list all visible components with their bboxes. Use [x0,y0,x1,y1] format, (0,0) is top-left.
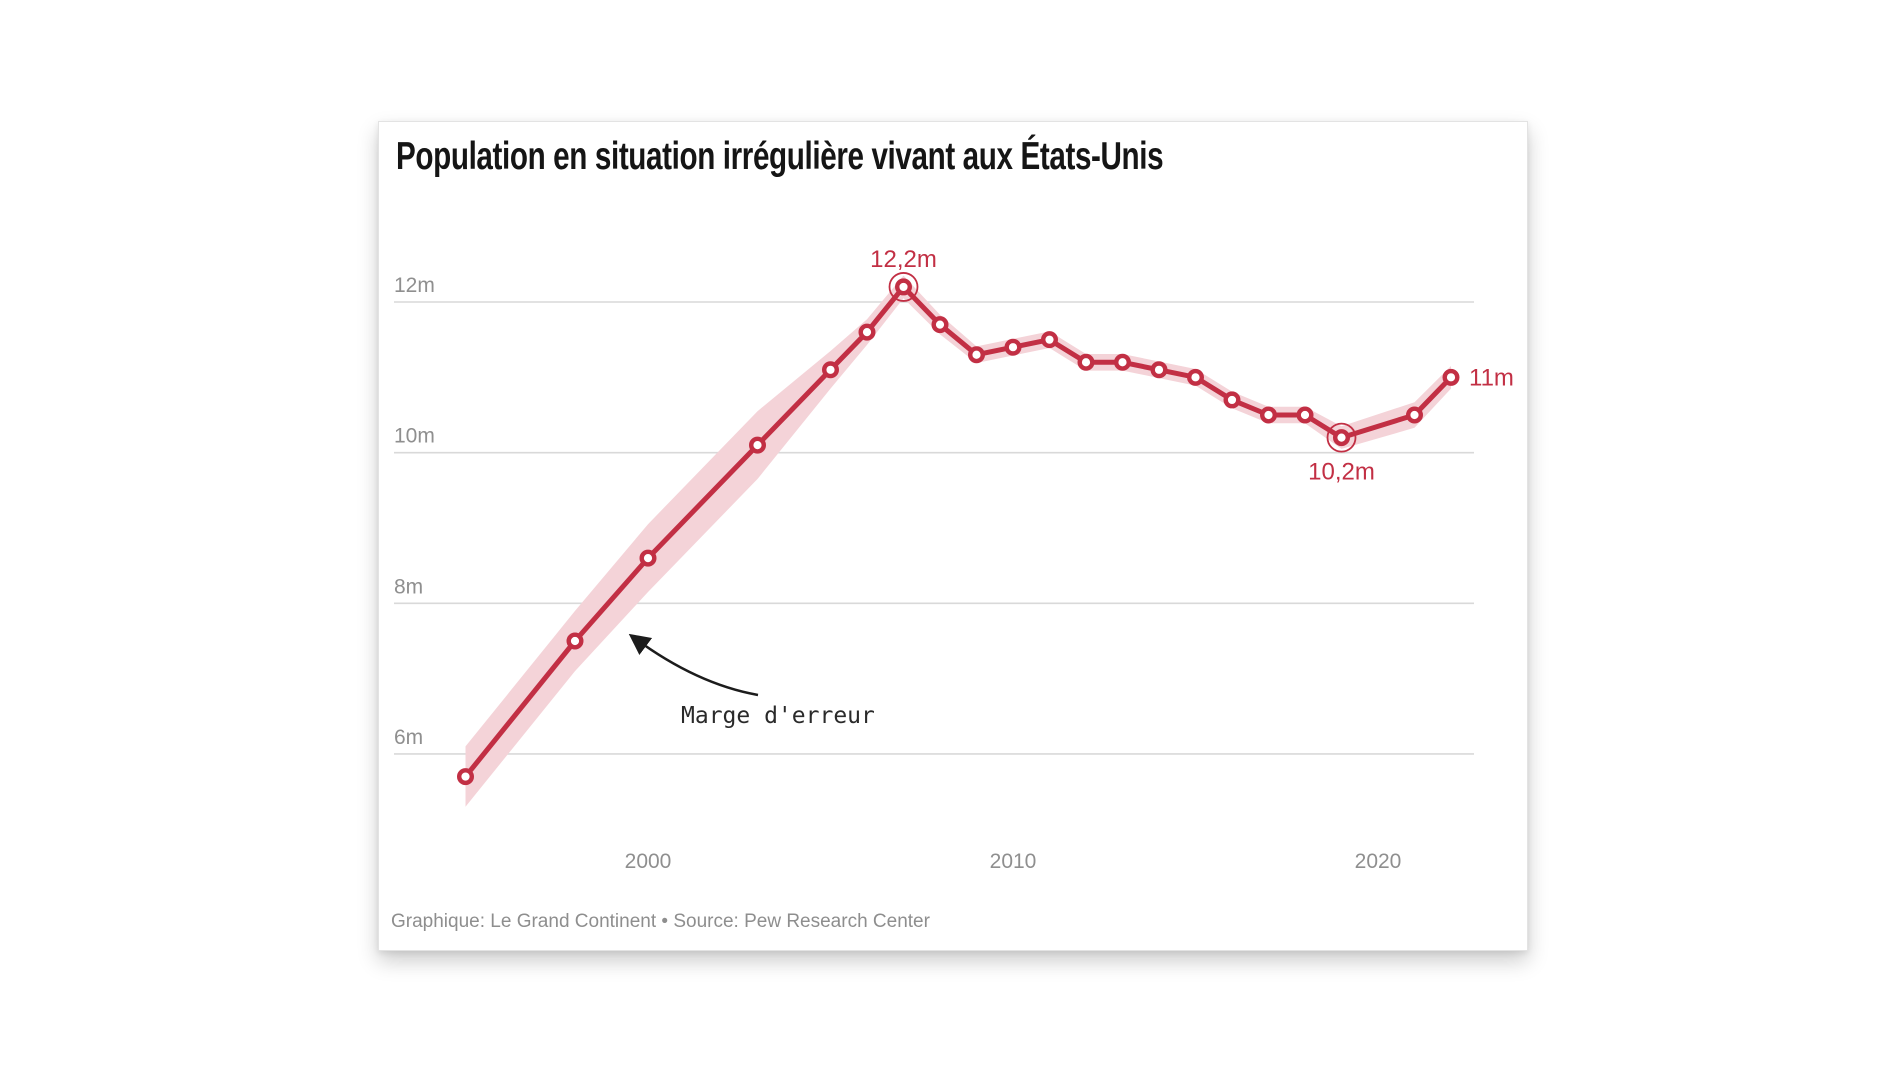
data-point-2014 [1150,361,1168,379]
data-point-1995 [456,768,474,786]
data-point-1998 [566,632,584,650]
data-point-2022 [1442,368,1460,386]
x-axis-tick-2000: 2000 [625,850,672,873]
data-point-2011 [1041,331,1059,349]
data-point-2000 [639,549,657,567]
x-axis-tick-2020: 2020 [1355,850,1402,873]
data-point-2019 [1333,429,1351,447]
data-point-2017 [1260,406,1278,424]
data-point-2012 [1077,353,1095,371]
data-point-2005 [822,361,840,379]
data-point-2009 [968,346,986,364]
y-axis-tick-8m: 8m [394,575,423,598]
data-point-2021 [1405,406,1423,424]
y-axis-tick-10m: 10m [394,425,435,448]
error-band-label: Marge d'erreur [681,703,875,729]
data-point-2007 [895,278,913,296]
data-line [463,284,1454,780]
error-band [465,275,1451,807]
point-label-2019: 10,2m [1308,459,1375,486]
point-label-2007: 12,2m [870,246,937,273]
data-point-2018 [1296,406,1314,424]
data-point-2008 [931,316,949,334]
chart-source-credit: Graphique: Le Grand Continent • Source: … [391,911,930,932]
chart-card: Population en situation irrégulière viva… [378,121,1528,951]
error-band-arrow [628,633,759,697]
data-point-2010 [1004,338,1022,356]
data-point-2015 [1187,368,1205,386]
y-axis-tick-6m: 6m [394,726,423,749]
chart-svg: 12m 10m 8m 6m 12,2m 10,2m 11m 2000 2010 2020 Marge… [394,246,1514,873]
x-axis-tick-2010: 2010 [990,850,1037,873]
data-point-2013 [1114,353,1132,371]
highlight-ring-2019 [1326,422,1357,453]
data-point-2006 [858,323,876,341]
y-axis-tick-12m: 12m [394,274,435,297]
point-label-2022: 11m [1469,364,1514,391]
data-point-2003 [749,436,767,454]
highlight-ring-2007 [888,272,919,302]
page-title: Population en situation irrégulière viva… [396,135,1164,178]
data-point-2016 [1223,391,1241,409]
